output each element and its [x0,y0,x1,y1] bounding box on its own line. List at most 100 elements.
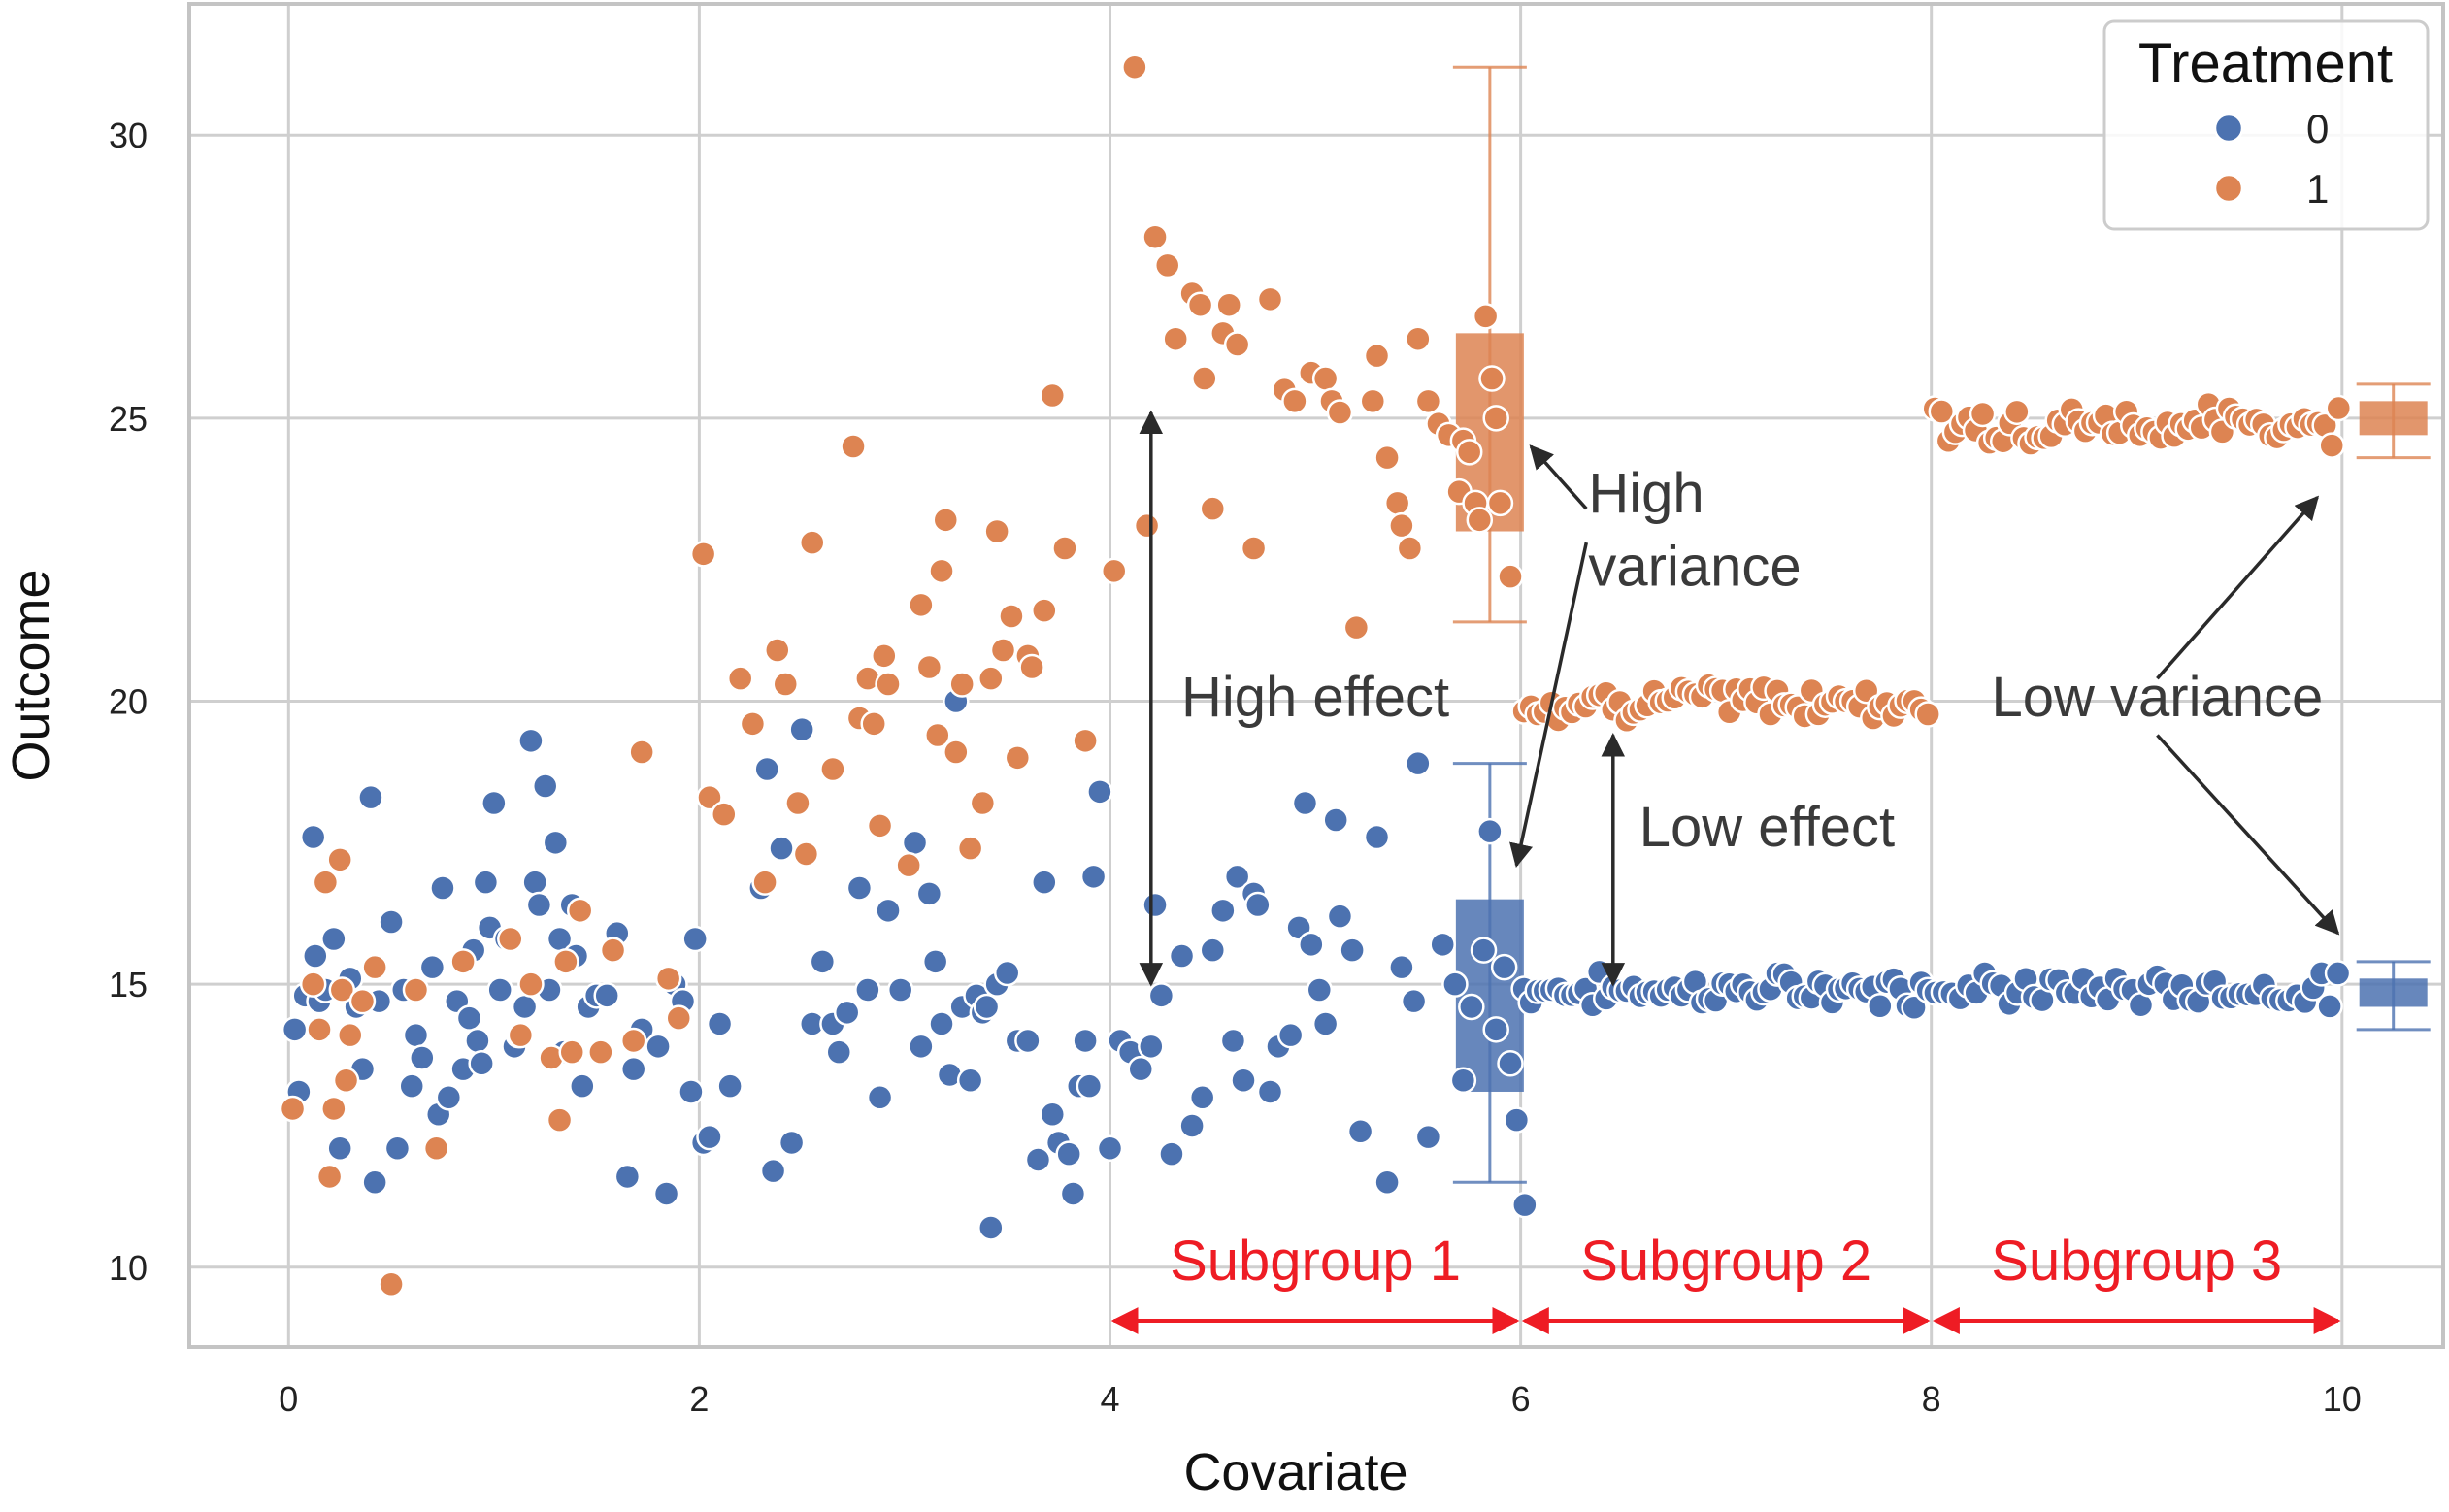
scatter-point [1178,1112,1206,1139]
scatter-point [1142,223,1169,250]
scatter-point [886,976,914,1003]
x-tick-label: 10 [2323,1379,2362,1419]
scatter-point [860,710,887,738]
scatter-point [1326,903,1354,930]
scatter-point [915,653,943,681]
y-tick-label: 10 [109,1248,148,1288]
scatter-point [361,1168,388,1197]
scatter-point [928,557,955,585]
scatter-point [1281,387,1308,415]
scatter-point [689,541,717,568]
scatter-point [1497,1050,1524,1077]
scatter-point [809,948,837,975]
scatter-point [378,1270,405,1298]
scatter-point [956,1067,984,1095]
scatter-point [361,953,388,981]
scatter-point [1199,495,1227,522]
scatter-point [497,925,524,953]
scatter-point [1188,1084,1216,1111]
scatter-point [792,840,820,868]
scatter-point [299,970,327,998]
scatter-point [1482,1016,1509,1043]
annotation-text: Low effect [1639,796,1895,859]
scatter-point [1031,869,1058,896]
scatter-point [921,948,949,975]
scatter-point [1414,387,1442,415]
legend-marker-0 [2213,113,2244,144]
x-tick-label: 0 [279,1379,298,1419]
subgroup-labels: Subgroup 1 Subgroup 2 Subgroup 3 [1110,1230,2341,1334]
scatter-point [1291,789,1319,817]
scatter-point [1127,1055,1154,1083]
scatter-point [619,1055,647,1083]
scatter-point [956,835,984,862]
scatter-point [1363,823,1391,851]
scatter-point [943,739,970,766]
scatter-point [998,603,1025,630]
legend: Treatment 0 1 [2102,19,2430,231]
scatter-point [1326,399,1354,426]
scatter-point [788,715,815,743]
tick-labels: 0 2 4 6 8 10 10 15 20 25 30 [109,115,2362,1419]
scatter-point [1472,303,1500,330]
scatter-point [854,976,881,1003]
scatter-point [2325,394,2353,422]
scatter-point [977,665,1005,692]
scatter-point [2003,398,2031,426]
scatter-point [1503,1106,1531,1134]
scatter-point [845,874,874,902]
scatter-point [819,755,846,783]
annotation-text: variance [1588,536,1801,599]
scatter-point [486,976,513,1003]
scatter-point [1414,1123,1442,1151]
scatter-point [1086,778,1113,805]
scatter-point [784,789,811,817]
scatter-point [1346,1118,1374,1145]
scatter-point [652,1180,680,1207]
scatter-point [1405,749,1432,777]
scatter-point [357,783,384,811]
scatter-point [696,1123,723,1151]
scatter-point [768,835,795,862]
scatter-point [511,993,539,1021]
scatter-point [312,869,340,896]
arrows-layer [1139,410,2340,987]
scatter-point [1186,291,1214,318]
scatter-point [681,925,709,953]
scatter-point [1215,291,1242,318]
x-tick-label: 8 [1922,1379,1941,1419]
scatter-point [1059,1180,1087,1207]
scatter-point [915,880,943,907]
scatter-point [281,1016,309,1043]
scatter-point [455,1004,483,1032]
scatter-point [1256,285,1284,313]
legend-title: Treatment [2138,32,2393,95]
scatter-point [1486,489,1514,517]
scatter-point [1133,511,1161,540]
scatter-point [1914,701,1941,728]
scatter-point [1209,897,1237,925]
y-tick-label: 20 [109,682,148,722]
scatter-point [1511,1191,1539,1219]
scatter-point [1276,1021,1305,1049]
scatter-point [398,1072,425,1100]
scatter-point [517,727,545,755]
scatter-point [928,1010,955,1037]
scatter-point [993,959,1021,987]
scatter-point [1490,953,1518,981]
subgroup-label: Subgroup 3 [1991,1230,2282,1293]
scatter-point [1383,489,1411,517]
scatter-point [1014,1027,1042,1055]
scatter-point [531,772,559,800]
scatter-point [628,739,655,766]
scatter-point [613,1163,642,1191]
y-tick-label: 15 [109,965,148,1004]
annotation-text: Low variance [1992,666,2324,729]
legend-label-0: 0 [2306,106,2329,151]
scatter-point [552,948,579,975]
variance-pointer-arrow [2156,734,2340,936]
scatter-point [1470,937,1498,964]
scatter-point [1244,891,1272,919]
scatter-point [326,846,353,873]
